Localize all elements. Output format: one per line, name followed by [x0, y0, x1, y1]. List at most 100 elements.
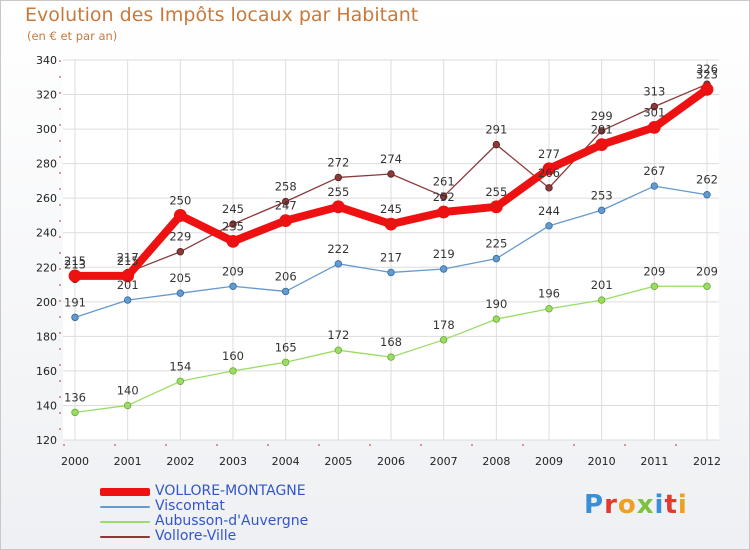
data-label: 209 [696, 264, 718, 278]
x-tick-label: 2003 [219, 455, 247, 468]
data-point [281, 358, 290, 366]
legend-label: Viscomtat [155, 498, 225, 514]
data-label: 323 [696, 67, 718, 81]
chart-title: Evolution des Impôts locaux par Habitant [25, 4, 419, 26]
data-label: 258 [275, 180, 297, 194]
data-point [439, 192, 448, 201]
data-label: 250 [169, 193, 191, 207]
data-point [650, 182, 659, 190]
x-tick-label: 2012 [693, 455, 721, 468]
data-label: 209 [222, 264, 244, 278]
data-point [545, 222, 553, 230]
data-point [334, 260, 343, 268]
data-point [279, 214, 293, 228]
x-tick-label: 2002 [166, 455, 194, 468]
data-label: 222 [327, 242, 349, 256]
x-tick-label: 2011 [640, 455, 668, 468]
data-point [281, 287, 290, 296]
y-tick-label: 320 [36, 89, 57, 102]
proxiti-logo: Proxiti [584, 490, 688, 520]
data-label: 267 [643, 164, 665, 178]
y-tick-label: 280 [36, 158, 57, 171]
data-point [700, 82, 714, 96]
data-point [281, 197, 290, 206]
data-label: 136 [64, 390, 86, 404]
data-point [597, 206, 606, 214]
data-point [542, 162, 556, 176]
data-point [176, 377, 185, 385]
legend-swatch [100, 487, 150, 496]
data-point [439, 336, 448, 344]
data-label: 201 [591, 278, 613, 292]
data-label: 261 [433, 174, 455, 188]
y-tick-label: 260 [36, 192, 57, 205]
data-point [439, 265, 448, 273]
data-point [176, 248, 185, 256]
data-point [703, 282, 711, 290]
legend-label: VOLLORE-MONTAGNE [155, 483, 306, 499]
data-point [492, 254, 501, 263]
legend-swatch [100, 520, 150, 523]
data-point [650, 282, 659, 290]
data-point [545, 184, 553, 192]
x-tick-label: 2005 [324, 455, 352, 468]
data-label: 225 [485, 237, 507, 251]
data-label: 160 [222, 349, 244, 363]
data-label: 215 [117, 254, 139, 268]
data-point [437, 205, 451, 219]
data-label: 274 [380, 152, 402, 166]
data-label: 178 [433, 318, 455, 332]
chart-subtitle: (en € et par an) [27, 29, 118, 43]
data-point [71, 313, 79, 322]
y-tick-label: 240 [36, 227, 57, 240]
data-point [121, 269, 135, 283]
data-label: 215 [64, 254, 86, 268]
data-point [229, 367, 237, 375]
data-label: 205 [169, 271, 191, 285]
data-label: 326 [696, 62, 718, 76]
data-label: 244 [538, 204, 560, 218]
y-tick-label: 140 [36, 399, 57, 412]
legend-label: Aubusson-d'Auvergne [155, 513, 309, 529]
legend-item: VOLLORE-MONTAGNE [100, 484, 308, 499]
data-point [68, 269, 82, 283]
data-label: 213 [64, 257, 86, 271]
legend-item: Aubusson-d'Auvergne [100, 514, 308, 529]
data-label: 252 [433, 190, 455, 204]
data-label: 313 [643, 85, 665, 99]
data-label: 172 [327, 328, 349, 342]
data-point [71, 408, 79, 417]
data-point [334, 173, 343, 182]
x-tick-label: 2008 [482, 455, 510, 468]
y-tick-label: 340 [36, 54, 57, 67]
data-point [387, 353, 395, 361]
data-label: 229 [169, 230, 191, 244]
chart-legend: VOLLORE-MONTAGNE Viscomtat Aubusson-d'Auve… [100, 484, 308, 544]
data-label: 140 [117, 383, 139, 397]
data-label: 217 [380, 250, 402, 264]
data-label: 291 [591, 123, 613, 137]
y-tick-label: 180 [36, 330, 57, 343]
data-point [545, 305, 553, 313]
legend-label: Vollore-Ville [155, 528, 237, 544]
data-point [650, 102, 659, 111]
data-point [226, 234, 240, 248]
data-point [387, 170, 395, 178]
data-label: 217 [117, 250, 139, 264]
data-label: 154 [169, 359, 191, 373]
data-point [229, 282, 237, 290]
data-point [492, 140, 501, 149]
data-label: 272 [327, 155, 349, 169]
data-label: 262 [696, 173, 718, 187]
data-point [331, 200, 345, 214]
y-tick-label: 220 [36, 261, 57, 274]
y-tick-label: 300 [36, 123, 57, 136]
data-point [334, 346, 343, 354]
data-label: 196 [538, 287, 560, 301]
data-label: 206 [275, 269, 297, 283]
legend-item: Vollore-Ville [100, 529, 308, 544]
data-label: 247 [275, 199, 297, 213]
data-point [173, 209, 187, 222]
data-label: 190 [485, 297, 507, 311]
